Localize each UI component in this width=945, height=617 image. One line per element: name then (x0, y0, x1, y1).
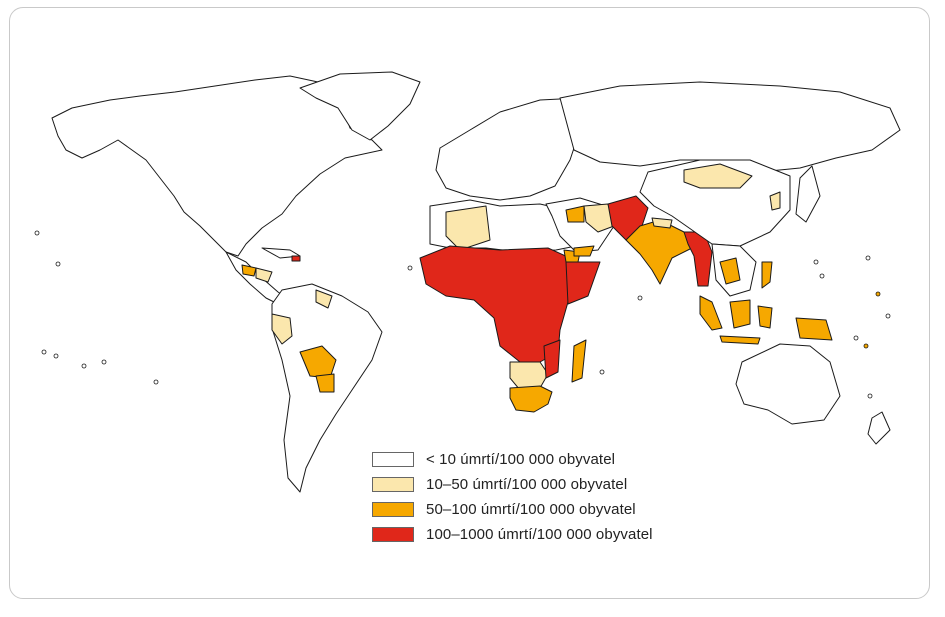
region-sulawesi (757, 305, 773, 329)
legend-label: 10–50 úmrtí/100 000 obyvatel (426, 475, 628, 493)
island-marker (407, 265, 413, 271)
region-papua (795, 317, 833, 341)
island-marker (81, 363, 87, 369)
region-philippines (761, 261, 773, 289)
island-marker (101, 359, 107, 365)
island-marker (863, 343, 869, 349)
island-marker (599, 369, 605, 375)
region-borneo (729, 299, 751, 329)
island-marker (885, 313, 891, 319)
island-marker (41, 349, 47, 355)
legend-swatch (372, 526, 414, 542)
region-new-zealand (867, 411, 891, 445)
region-peru (271, 313, 293, 345)
region-guyana (315, 289, 333, 309)
island-marker (637, 295, 643, 301)
region-madagascar (571, 339, 587, 383)
region-korea (769, 191, 781, 211)
region-yemen (573, 245, 595, 257)
region-greenland (299, 71, 421, 141)
region-mongolia (683, 163, 753, 189)
island-marker (867, 393, 873, 399)
legend-item: 100–1000 úmrtí/100 000 obyvatel (372, 522, 653, 546)
region-iraq (565, 205, 585, 223)
region-java (719, 335, 761, 345)
island-marker (53, 353, 59, 359)
region-laos-cambodia (719, 257, 741, 285)
island-marker (853, 335, 859, 341)
legend-swatch (372, 451, 414, 467)
island-marker (34, 230, 40, 236)
region-honduras (255, 267, 273, 283)
region-russia (559, 81, 901, 173)
region-mozambique (543, 339, 561, 379)
region-southern-africa-low (509, 361, 549, 391)
region-nepal (651, 217, 673, 229)
region-guatemala (241, 264, 257, 277)
region-iran (583, 203, 615, 233)
region-somalia (565, 261, 601, 305)
legend-label: 100–1000 úmrtí/100 000 obyvatel (426, 525, 653, 543)
island-marker (813, 259, 819, 265)
region-india (625, 219, 693, 285)
legend-swatch (372, 476, 414, 492)
legend-swatch (372, 501, 414, 517)
island-marker (819, 273, 825, 279)
legend-item: 50–100 úmrtí/100 000 obyvatel (372, 497, 653, 521)
legend-label: 50–100 úmrtí/100 000 obyvatel (426, 500, 636, 518)
legend-item: < 10 úmrtí/100 000 obyvatel (372, 447, 653, 471)
region-paraguay (315, 373, 335, 393)
legend: < 10 úmrtí/100 000 obyvatel 10–50 úmrtí/… (372, 447, 653, 547)
island-marker (865, 255, 871, 261)
region-south-africa (509, 385, 553, 413)
island-marker (55, 261, 61, 267)
region-japan (795, 165, 821, 223)
legend-label: < 10 úmrtí/100 000 obyvatel (426, 450, 616, 468)
island-marker (153, 379, 159, 385)
region-australia (735, 343, 841, 425)
region-sumatra (699, 295, 723, 331)
region-europe (435, 97, 601, 201)
legend-item: 10–50 úmrtí/100 000 obyvatel (372, 472, 653, 496)
region-algeria (445, 205, 491, 251)
region-bolivia (299, 345, 337, 379)
region-north-america (51, 75, 383, 257)
island-marker (875, 291, 881, 297)
region-haiti (291, 255, 301, 262)
